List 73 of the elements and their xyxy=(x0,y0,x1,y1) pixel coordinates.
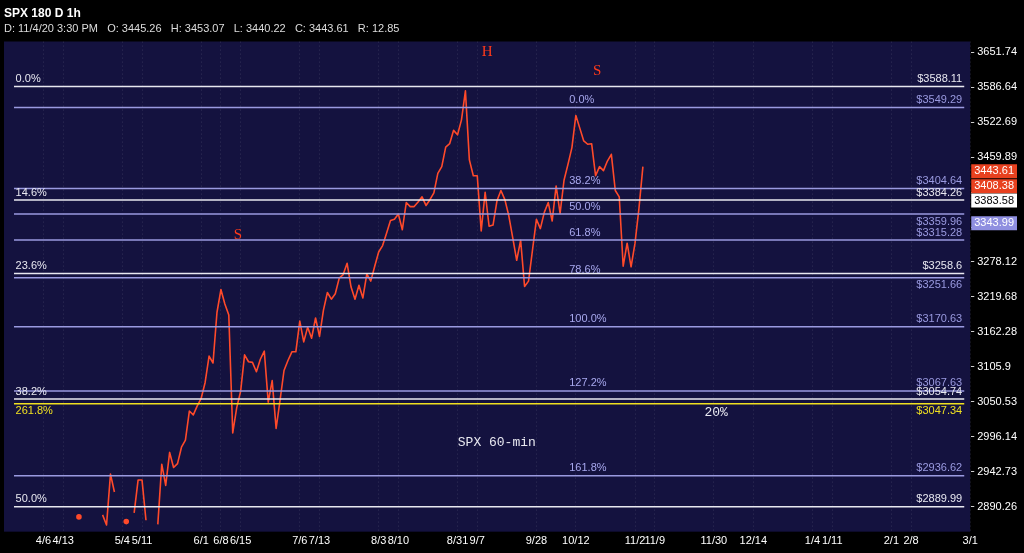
x-tick-label: 4/13 xyxy=(52,534,74,547)
text: 3408.38 xyxy=(974,179,1014,192)
annotation: 50.0% xyxy=(15,492,47,505)
x-tick-label: 9/28 xyxy=(525,534,548,547)
x-tick-label: 8/10 xyxy=(387,534,410,547)
annotation: S xyxy=(233,225,242,242)
annotation: 14.6% xyxy=(15,185,47,198)
ref-line-label: $3549.29 xyxy=(916,93,963,106)
annotation: 23.6% xyxy=(15,259,47,272)
annotation: 38.2% xyxy=(15,384,47,397)
x-tick-label: 12/14 xyxy=(739,534,768,547)
x-tick-label: 4/6 xyxy=(35,534,52,547)
annotation: 0.0% xyxy=(569,93,595,106)
ref-line-label: $3251.66 xyxy=(916,278,963,291)
annotation: 127.2% xyxy=(569,376,607,389)
annotation: 61.8% xyxy=(569,225,601,238)
ref-line-label: $3384.26 xyxy=(916,185,963,198)
y-tick-label: 3459.89 xyxy=(977,150,1017,163)
x-tick-label: 2/1 xyxy=(883,534,900,547)
x-tick-label: 10/12 xyxy=(562,534,590,547)
x-tick-label: 11/2 xyxy=(624,534,646,547)
x-tick-label: 1/4 xyxy=(804,534,821,547)
x-tick-label: 11/30 xyxy=(700,534,728,547)
annotation: S xyxy=(593,61,602,78)
ref-line-label: $3588.11 xyxy=(917,72,963,85)
ref-line-label: $3258.6 xyxy=(922,259,963,272)
y-tick-label: 3162.28 xyxy=(977,324,1017,337)
annotation: 261.8% xyxy=(15,404,54,417)
x-tick-label: 5/4 xyxy=(114,534,130,547)
annotation: 20% xyxy=(704,405,729,421)
x-tick-label: 6/8 xyxy=(213,534,229,547)
x-tick-label: 6/1 xyxy=(193,534,209,547)
annotation: 100.0% xyxy=(569,312,607,325)
annotation: 78.6% xyxy=(569,263,601,276)
y-tick-label: 3278.12 xyxy=(977,255,1017,268)
x-tick-label: 3/1 xyxy=(962,534,978,547)
chart-subtitle: D: 11/4/20 3:30 PM O: 3445.26 H: 3453.07 L: 3440.22 C: 3443.61 R: 12.85 xyxy=(4,22,400,35)
x-tick-label: 6/15 xyxy=(229,534,252,547)
annotation: H xyxy=(481,43,493,60)
x-tick-label: 8/31 xyxy=(446,534,469,547)
text: 3443.61 xyxy=(974,164,1014,177)
y-tick-label: 3651.74 xyxy=(977,45,1017,58)
x-tick-label: 7/6 xyxy=(292,534,308,547)
ref-line-label: $3047.34 xyxy=(916,404,963,417)
y-tick-label: 3105.9 xyxy=(977,359,1011,372)
x-tick-label: 11/9 xyxy=(644,534,666,547)
x-tick-label: 7/13 xyxy=(308,534,331,547)
annotation: 50.0% xyxy=(569,199,601,212)
ref-line-label: $2936.62 xyxy=(916,461,963,474)
text: 3383.58 xyxy=(974,193,1014,206)
ref-line-label: $3315.28 xyxy=(916,225,963,238)
annotation: 38.2% xyxy=(569,174,601,186)
x-tick-label: 2/8 xyxy=(903,534,919,547)
ref-line-label: $3359.96 xyxy=(916,214,963,227)
y-tick-label: 2996.14 xyxy=(977,429,1017,442)
annotation: 0.0% xyxy=(15,72,41,85)
ref-line-label: $3170.63 xyxy=(916,312,963,325)
y-tick-label: 2890.26 xyxy=(977,499,1017,512)
y-tick-label: 3522.69 xyxy=(977,115,1017,128)
x-tick-label: 8/3 xyxy=(371,534,387,547)
ref-line-label: $3404.64 xyxy=(916,173,963,186)
y-tick-label: 2942.73 xyxy=(977,464,1017,477)
x-tick-label: 5/11 xyxy=(131,534,153,547)
x-tick-label: 9/7 xyxy=(469,534,485,547)
y-tick-label: 3219.68 xyxy=(977,289,1017,302)
chart-title: SPX 180 D 1h xyxy=(4,5,81,20)
x-tick-label: 1/11 xyxy=(821,534,843,547)
text: 3343.99 xyxy=(974,216,1014,229)
y-tick-label: 3586.64 xyxy=(977,80,1017,93)
y-tick-label: 3050.53 xyxy=(977,394,1017,407)
annotation: SPX 60-min xyxy=(457,435,536,451)
annotation: 161.8% xyxy=(569,461,607,474)
ref-line-label: $2889.99 xyxy=(916,492,963,505)
